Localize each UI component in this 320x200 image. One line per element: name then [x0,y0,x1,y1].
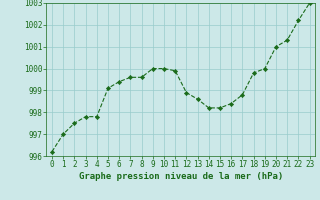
X-axis label: Graphe pression niveau de la mer (hPa): Graphe pression niveau de la mer (hPa) [79,172,283,181]
